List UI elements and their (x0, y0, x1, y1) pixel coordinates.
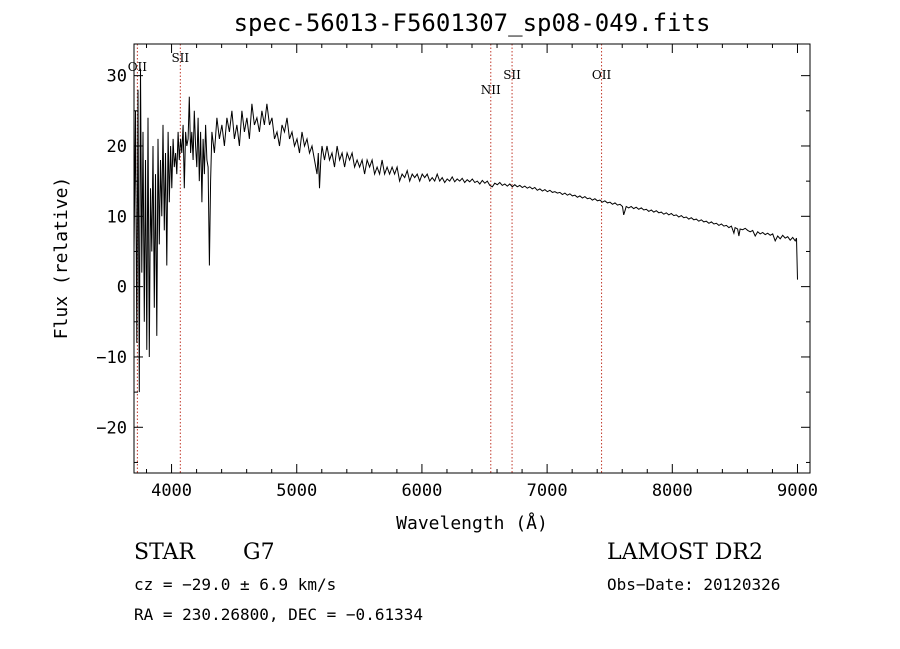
emission-line-label: SII (503, 68, 521, 82)
x-axis: 4000 5000 6000 7000 8000 9000 (146, 44, 818, 501)
x-tick-label: 4000 (151, 481, 192, 501)
spectrum-line (133, 68, 798, 393)
x-tick-label: 5000 (276, 481, 317, 501)
x-axis-label: Wavelength (Å) (396, 512, 548, 534)
coordinates-line: RA = 230.26800, DEC = −0.61334 (134, 605, 423, 624)
emission-line-label: OII (128, 60, 148, 74)
survey-name: LAMOST DR2 (607, 540, 763, 565)
emission-line-label: SII (171, 51, 189, 65)
plot-frame (133, 43, 811, 474)
y-axis-label: Flux (relative) (51, 177, 72, 340)
y-tick-label: −20 (96, 418, 127, 438)
emission-line-label: NII (481, 83, 501, 97)
y-tick-label: 0 (117, 278, 127, 298)
x-tick-label: 7000 (527, 481, 568, 501)
x-tick-label: 6000 (401, 481, 442, 501)
object-class: STAR (134, 540, 196, 565)
redshift-line: cz = −29.0 ± 6.9 km/s (134, 575, 336, 594)
object-subclass: G7 (243, 540, 275, 565)
observation-date: Obs−Date: 20120326 (607, 575, 780, 594)
y-axis: −20 −10 0 10 20 30 (96, 67, 810, 463)
y-tick-label: 10 (107, 207, 127, 227)
y-tick-label: 30 (107, 67, 127, 87)
y-tick-label: 20 (107, 137, 127, 157)
y-tick-label: −10 (96, 348, 127, 368)
x-tick-label: 8000 (652, 481, 693, 501)
chart-title: spec-56013-F5601307_sp08-049.fits (234, 9, 711, 37)
emission-line-label: OII (592, 68, 612, 82)
x-tick-label: 9000 (777, 481, 818, 501)
